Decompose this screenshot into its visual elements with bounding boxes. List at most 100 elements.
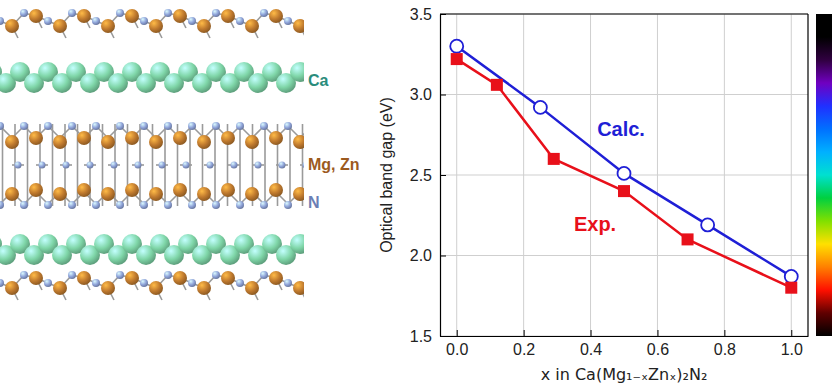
n-atom (20, 9, 28, 17)
mg-zn-atom (221, 131, 235, 145)
n-atom (0, 122, 4, 130)
tick: 0.0 (446, 330, 468, 358)
n-atom (284, 17, 292, 25)
mg-zn-atom (149, 187, 163, 201)
atom-label: N (308, 194, 320, 211)
n-atom (303, 162, 305, 169)
mg-zn-atom (53, 187, 67, 201)
mg-zn-atom (197, 187, 211, 201)
mg-zn-atom (173, 183, 187, 197)
mg-zn-atom (101, 187, 115, 201)
mg-zn-atom (197, 135, 211, 149)
n-atom (140, 122, 148, 130)
tick: 0.6 (647, 330, 669, 358)
mg-zn-atom (269, 183, 283, 197)
chart: 0.00.20.40.60.81.01.52.02.53.03.5Optical… (378, 6, 832, 384)
mg-zn-atom (125, 9, 139, 23)
frame (807, 14, 808, 336)
y-axis: 1.52.02.53.03.5 (410, 6, 446, 345)
mg-zn-atom (245, 135, 259, 149)
grid-line-y (440, 255, 808, 256)
n-atom (44, 17, 52, 25)
n-atom (159, 162, 166, 169)
grid (440, 14, 808, 336)
n-atom (236, 279, 244, 287)
tick-mark (791, 330, 792, 336)
n-atom (44, 201, 52, 209)
n-atom (236, 17, 244, 25)
data-point (618, 185, 630, 197)
tick: 1.5 (410, 328, 446, 345)
mg-zn-atom (269, 271, 283, 285)
n-atom (0, 279, 4, 287)
structure-atoms (0, 9, 304, 300)
tick-mark (440, 336, 446, 337)
bond (27, 124, 29, 206)
mg-zn-atom (5, 19, 19, 33)
n-atom (92, 17, 100, 25)
n-atom (164, 122, 172, 130)
series-label: Exp. (574, 213, 616, 235)
tick-mark (440, 256, 446, 257)
mg-zn-atom (5, 135, 19, 149)
mg-zn-atom (293, 19, 304, 33)
tick-label: 3.5 (410, 6, 432, 23)
mg-zn-atom (197, 281, 211, 295)
mg-zn-atom (269, 9, 283, 23)
mg-zn-atom (221, 9, 235, 23)
n-atom (92, 122, 100, 130)
mg-zn-atom (293, 135, 304, 149)
n-atom (260, 271, 268, 279)
mg-zn-atom (101, 281, 115, 295)
mg-zn-atom (149, 19, 163, 33)
mg-zn-atom (149, 281, 163, 295)
n-atom (284, 201, 292, 209)
mg-zn-atom (29, 9, 43, 23)
atoms (0, 9, 304, 295)
x-axis-title: x in Ca(Mg₁₋ₓZnₓ)₂N₂ (541, 365, 708, 384)
grid-line-y (440, 94, 808, 95)
series-line (457, 46, 792, 276)
n-atom (212, 201, 220, 209)
atom-label: Mg, Zn (308, 156, 360, 173)
tick: 3.0 (410, 86, 446, 103)
mg-zn-atom (173, 9, 187, 23)
n-atom (44, 122, 52, 130)
n-atom (92, 279, 100, 287)
n-atom (212, 271, 220, 279)
x-axis: 0.00.20.40.60.81.0 (441, 330, 809, 358)
data-point (451, 53, 463, 65)
series-label: Calc. (597, 118, 645, 140)
tick-mark (457, 330, 458, 336)
tick-label: 0.6 (647, 341, 669, 358)
n-atom (68, 271, 76, 279)
mg-zn-atom (245, 19, 259, 33)
n-atom (87, 162, 94, 169)
n-atom (207, 162, 214, 169)
structure-diagram: Ca Mg, Zn N (0, 9, 360, 300)
data-point (491, 79, 503, 91)
n-atom (284, 122, 292, 130)
mg-zn-atom (245, 281, 259, 295)
n-atom (63, 162, 70, 169)
n-atom (68, 201, 76, 209)
n-atom (140, 17, 148, 25)
tick-label: 0.4 (580, 341, 602, 358)
tick: 0.4 (580, 330, 602, 358)
n-atom (116, 201, 124, 209)
bonds (0, 13, 304, 300)
n-atom (68, 9, 76, 17)
data-point (701, 218, 714, 231)
tick-label: 2.5 (410, 167, 432, 184)
bond (289, 124, 291, 206)
n-atom (284, 279, 292, 287)
mg-zn-atom (53, 19, 67, 33)
mg-zn-atom (125, 183, 139, 197)
series-line (457, 59, 792, 288)
n-atom (188, 122, 196, 130)
tick: 0.2 (513, 330, 535, 358)
atom-label: Ca (308, 72, 329, 89)
n-atom (188, 279, 196, 287)
n-atom (260, 9, 268, 17)
n-atom (68, 122, 76, 130)
